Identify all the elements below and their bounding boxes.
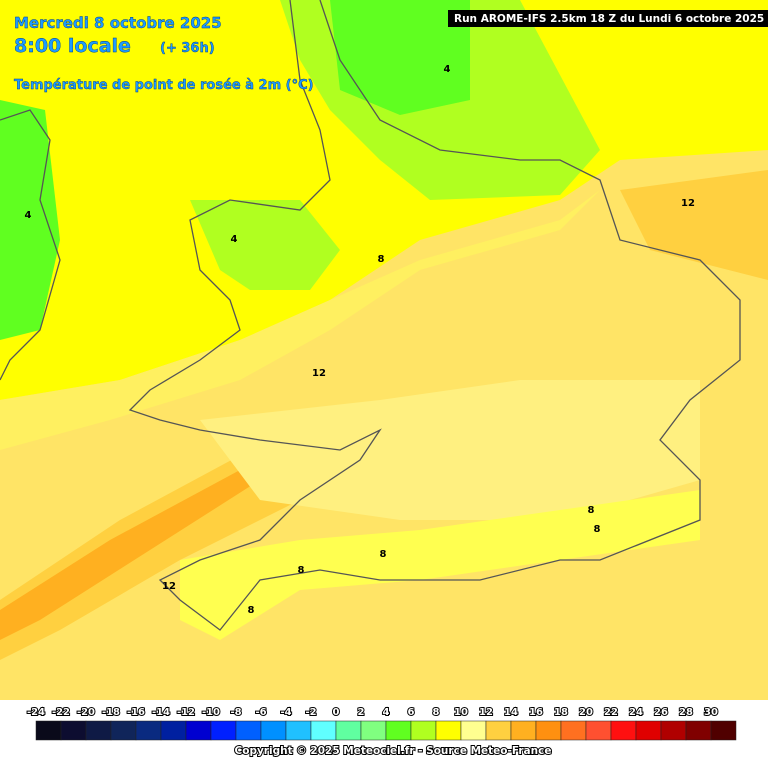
contour-label: 8 (588, 505, 595, 516)
legend-swatch (585, 720, 612, 741)
legend-tick: -24 (27, 707, 45, 718)
zone-green-west (0, 100, 60, 340)
copyright: Copyright © 2025 Meteociel.fr - Source M… (235, 745, 552, 757)
legend-tick: -10 (202, 707, 220, 718)
legend-tick: 30 (704, 707, 718, 718)
contour-label: 4 (25, 210, 32, 221)
legend-swatch (410, 720, 437, 741)
legend-tick: 28 (679, 707, 693, 718)
zone-pale (200, 380, 700, 520)
zone-green-dark (330, 0, 470, 115)
coastline-west (0, 109, 61, 381)
legend: -24 -22 -20 -18 -16 -14 -12 -10 -8 -6 -4 -2 0 2 4 6 8 10 1… (26, 706, 737, 741)
legend-tick: -16 (127, 707, 145, 718)
legend-tick: 0 (333, 707, 340, 718)
zone-coast-yellow (180, 490, 700, 640)
legend-tick: -6 (255, 707, 266, 718)
legend-tick: 22 (604, 707, 618, 718)
legend-swatch (210, 720, 237, 741)
legend-swatch (685, 720, 712, 741)
legend-tick: 14 (504, 707, 518, 718)
contour-label: 12 (681, 198, 695, 209)
zone-light (0, 190, 600, 450)
legend-swatch (310, 720, 337, 741)
legend-tick: 18 (554, 707, 568, 718)
legend-tick: 12 (479, 707, 493, 718)
zone-orange-strong (0, 470, 260, 640)
legend-tick: -14 (152, 707, 170, 718)
legend-tick: 26 (654, 707, 668, 718)
legend-swatch (360, 720, 387, 741)
contour-label: 8 (298, 565, 305, 576)
legend-swatch (260, 720, 287, 741)
legend-swatch (660, 720, 687, 741)
legend-tick: 8 (433, 707, 440, 718)
contour-label: 4 (444, 64, 451, 75)
legend-tick: 24 (629, 707, 643, 718)
legend-tick: 20 (579, 707, 593, 718)
legend-tick: 2 (358, 707, 365, 718)
legend-tick: -12 (177, 707, 195, 718)
zone-yellow (0, 0, 768, 400)
legend-swatch (535, 720, 562, 741)
legend-swatch (485, 720, 512, 741)
lead: (+ 36h) (160, 41, 215, 56)
contour-label: 8 (248, 605, 255, 616)
run-label: Run AROME-IFS 2.5km 18 Z du Lundi 6 octo… (454, 13, 764, 25)
legend-swatch (135, 720, 162, 741)
time: 8:00 locale (14, 35, 131, 57)
legend-tick: -2 (305, 707, 316, 718)
legend-tick: 16 (529, 707, 543, 718)
parameter: Température de point de rosée à 2m (°C) (14, 78, 314, 93)
legend-swatch (435, 720, 462, 741)
legend-tick: 10 (454, 707, 468, 718)
zone-wales (190, 200, 340, 290)
legend-swatch (510, 720, 537, 741)
legend-swatch (160, 720, 187, 741)
legend-swatch (560, 720, 587, 741)
coastline (128, 0, 741, 631)
legend-swatch (385, 720, 412, 741)
legend-swatch (235, 720, 262, 741)
contour-label: 8 (378, 254, 385, 265)
legend-swatch (635, 720, 662, 741)
legend-tick: -18 (102, 707, 120, 718)
legend-tick: -8 (230, 707, 241, 718)
legend-swatch (710, 720, 737, 741)
legend-tick: -4 (280, 707, 291, 718)
legend-swatch (335, 720, 362, 741)
legend-tick: -20 (77, 707, 95, 718)
zone-orange-sea (0, 450, 360, 660)
legend-swatch (610, 720, 637, 741)
contour-label: 4 (231, 234, 238, 245)
contour-label: 8 (380, 549, 387, 560)
legend-swatch (35, 720, 62, 741)
legend-swatch (285, 720, 312, 741)
legend-tick: 6 (408, 707, 415, 718)
legend-tick: -22 (52, 707, 70, 718)
zone-orange-east (620, 170, 768, 280)
contour-label: 12 (312, 368, 326, 379)
contour-label: 8 (594, 524, 601, 535)
legend-swatch (85, 720, 112, 741)
run-bar (448, 10, 768, 27)
date: Mercredi 8 octobre 2025 (14, 14, 222, 32)
legend-swatch (110, 720, 137, 741)
legend-swatch (460, 720, 487, 741)
contour-label: 12 (162, 581, 176, 592)
legend-swatch (60, 720, 87, 741)
legend-swatch (185, 720, 212, 741)
legend-tick: 4 (383, 707, 390, 718)
